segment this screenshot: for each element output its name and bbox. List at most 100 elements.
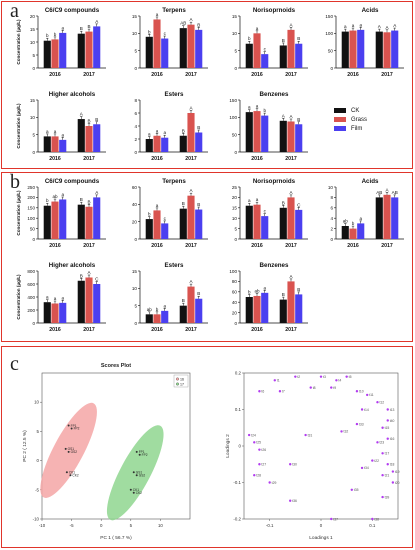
y-tick-label: 4 (330, 216, 333, 221)
bar (187, 24, 195, 69)
y-tick-label: 0 (330, 66, 333, 71)
bar (59, 199, 67, 239)
y-tick-label: 0 (32, 150, 35, 155)
y-tick-label: 2 (134, 137, 137, 142)
y-tick-label: -0.2 (233, 517, 241, 522)
score-point (67, 424, 70, 427)
bar (287, 121, 295, 152)
x-axis-label: Loadings 1 (309, 535, 333, 541)
y-tick-label: 0 (134, 150, 137, 155)
y-tick-label: 60 (132, 185, 138, 190)
bar-chart-svg: Terpens 0 20 40 60 ba c 2016 B A B 2017 (132, 178, 208, 249)
x-tick-label: 2017 (83, 327, 95, 333)
confidence-ellipse (106, 425, 164, 521)
significance-letter: c (164, 31, 167, 36)
bar (287, 29, 295, 68)
bar (179, 208, 187, 239)
loading-point (340, 430, 343, 433)
significance-letter: b (248, 290, 251, 295)
significance-letter: B (297, 36, 300, 41)
significance-letter: a (248, 198, 251, 203)
bar-chart-svg: Norisoprnoids 0 5 10 15 ba c 2016 B A B 2017 (232, 7, 308, 78)
scores-legend-marker (176, 382, 179, 386)
y-tick-label: 50 (30, 226, 36, 231)
bar (245, 297, 253, 323)
y-tick-label: 0 (234, 150, 237, 155)
score-label: FP1 (139, 450, 145, 454)
bar (85, 31, 93, 69)
chart-b-esters: Esters 0 5 10 15 ab b a 2016 B A B 2017 (118, 259, 212, 339)
significance-letter: B (282, 292, 285, 297)
y-tick-label: 0 (37, 458, 40, 463)
loading-point (309, 386, 312, 389)
y-tick-label: 50 (328, 48, 334, 53)
y-tick-label: 5 (134, 48, 137, 53)
bar (179, 28, 187, 69)
y-tick-label: 100 (27, 216, 35, 221)
significance-letter: A (189, 188, 193, 193)
bar (357, 29, 365, 68)
x-tick-label: 2016 (251, 72, 263, 78)
loading-label: t10 (359, 390, 364, 394)
bar (93, 284, 101, 323)
x-tick-label: 2016 (49, 72, 61, 78)
loading-point (294, 375, 297, 378)
bar (145, 314, 153, 323)
loading-label: t23 (379, 441, 384, 445)
chart-title: Higher alcohols (49, 262, 96, 269)
significance-letter: c (264, 47, 267, 52)
chart-b-norisoprnoids: Norisoprnoids 0 5 10 15 20 25 a a c 2016 B A C 2017 (218, 175, 312, 255)
significance-letter: AB (376, 190, 382, 195)
score-point (65, 471, 68, 474)
significance-letter: A (189, 106, 193, 111)
loadings-svg: -0.1 0 0.1 -0.2 -0.1 0 0.1 0.2 Loadings 1 Loading… (225, 371, 400, 542)
significance-letter: a (352, 23, 355, 28)
significance-letter: B (182, 298, 185, 303)
y-tick-label: 5 (37, 429, 40, 434)
scores-legend-label: 16 (180, 377, 184, 381)
chart-a-esters: Esters 0 2 4 6 8 a a a 2016 B A B 2017 (118, 88, 212, 168)
y-axis-label: Concentration (μg/L) (16, 103, 21, 149)
significance-letter: b (54, 32, 57, 37)
bar (253, 295, 261, 323)
loading-label: t8 (313, 386, 316, 390)
bar (295, 124, 303, 152)
chart-title: Esters (165, 262, 184, 269)
significance-letter: AB (392, 190, 398, 195)
scores-svg: Scores Plot -10 -5 0 5 10 -10 -5 0 5 10 PC 1 ( 56.7… (22, 363, 191, 541)
significance-letter: ab (254, 288, 260, 293)
loading-point (258, 463, 261, 466)
loading-point (289, 463, 292, 466)
loading-label: t11 (369, 393, 374, 397)
loading-point (366, 393, 369, 397)
chart-title: Terpens (162, 178, 186, 185)
significance-letter: a (54, 296, 57, 301)
bar (279, 207, 287, 239)
x-tick-label: 5 (130, 523, 133, 528)
loading-label: t3 (323, 375, 326, 379)
bar (349, 30, 357, 69)
y-tick-label: 20 (30, 14, 36, 19)
panel-a: a C6/C9 compounds 0 5 10 15 20 Concentration (… (1, 0, 413, 169)
y-tick-label: 250 (27, 185, 35, 190)
y-tick-label: 20 (232, 195, 238, 200)
bar (287, 281, 295, 323)
y-tick-label: -5 (35, 487, 39, 492)
significance-letter: a (248, 105, 251, 110)
significance-letter: A (95, 190, 99, 195)
loading-point (253, 441, 256, 444)
significance-letter: A (282, 113, 286, 118)
y-tick-label: 0 (32, 66, 35, 71)
significance-letter: b (248, 36, 251, 41)
x-tick-label: 2017 (83, 156, 95, 162)
x-tick-label: 2016 (49, 243, 61, 249)
panel-letter-a: a (10, 0, 19, 22)
score-point (135, 450, 138, 453)
y-tick-label: 8 (134, 98, 137, 103)
y-tick-label: 0 (134, 66, 137, 71)
y-tick-label: 10 (132, 286, 138, 291)
y-tick-label: 5 (234, 226, 237, 231)
x-tick-label: 2016 (151, 327, 163, 333)
